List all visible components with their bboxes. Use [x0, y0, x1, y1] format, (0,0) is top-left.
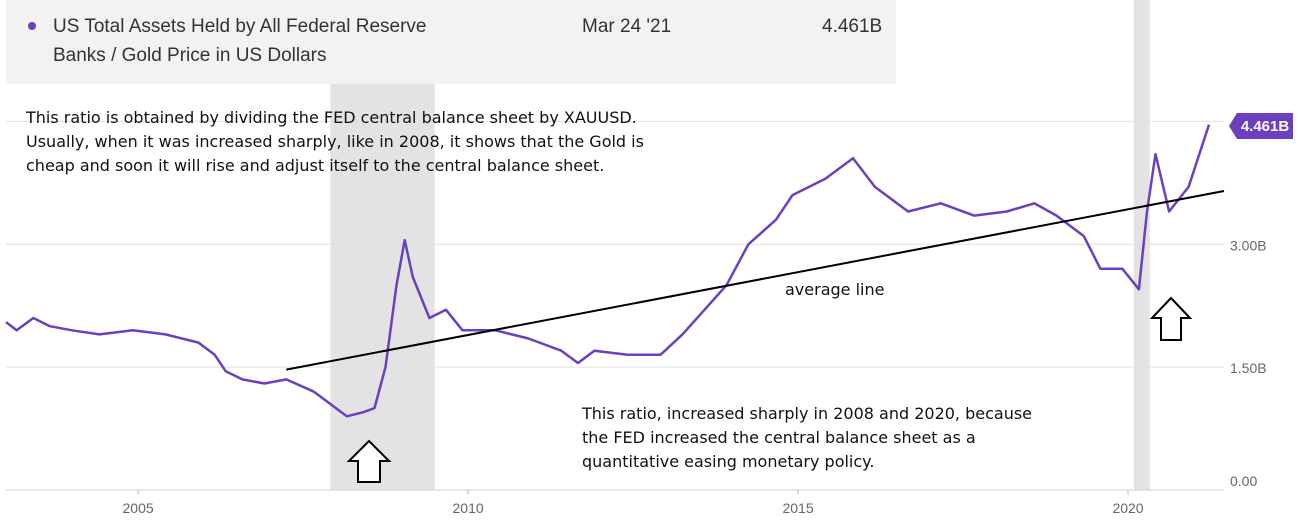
x-tick-label: 2005 — [123, 500, 154, 516]
top-annotation-text: This ratio is obtained by dividing the F… — [26, 108, 644, 175]
legend-panel: US Total Assets Held by All Federal Rese… — [6, 0, 896, 84]
legend-date: Mar 24 '21 — [582, 16, 672, 37]
series-line — [5, 124, 1211, 418]
bottom-annotation-text: This ratio, increased sharply in 2008 an… — [582, 404, 1033, 471]
x-tick-layer: 2005 2010 2015 2020 — [123, 490, 1144, 516]
x-tick-label: 2020 — [1112, 500, 1143, 516]
gridline-layer — [6, 120, 1224, 368]
up-arrow-icon — [1149, 296, 1193, 341]
last-value-badge: 4.461B — [1229, 113, 1293, 139]
x-tick-label: 2010 — [453, 500, 484, 516]
y-tick-label: 1.50B — [1230, 360, 1267, 376]
x-tick-label: 2015 — [782, 500, 813, 516]
legend-value: 4.461B — [822, 16, 883, 37]
legend-series-name: US Total Assets Held by All Federal Rese… — [53, 16, 427, 66]
trend-layer — [286, 190, 1225, 371]
y-tick-label: 0.00 — [1230, 473, 1257, 489]
series-layer — [5, 124, 1211, 418]
recession-band — [1133, 0, 1150, 490]
average-trend-line — [286, 190, 1225, 371]
series-color-dot — [28, 22, 36, 30]
y-tick-label: 3.00B — [1230, 237, 1267, 253]
trend-line-label: average line — [785, 280, 884, 299]
up-arrow-icon — [346, 439, 392, 483]
last-value-label: 4.461B — [1241, 118, 1290, 135]
